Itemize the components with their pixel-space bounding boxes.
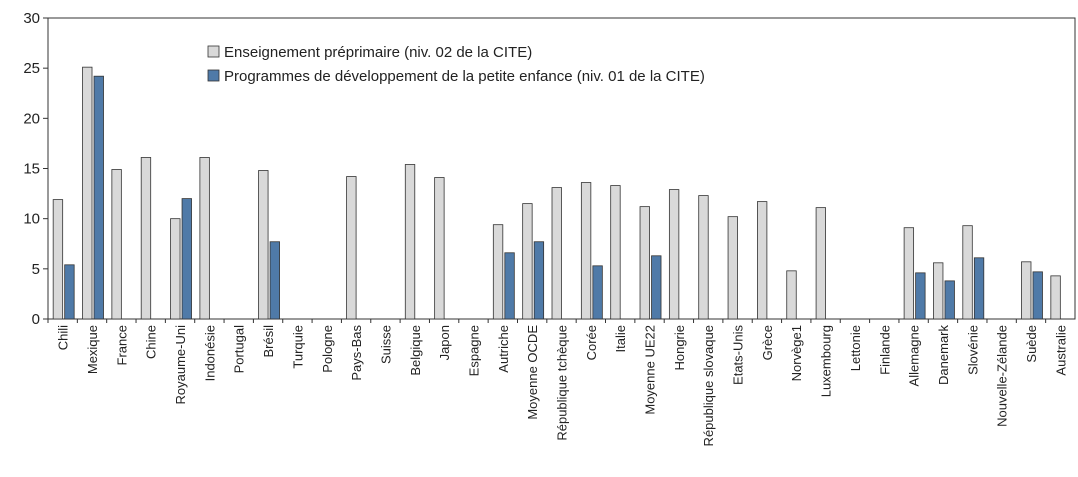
x-tick-label: Espagne — [466, 325, 481, 376]
legend-label: Enseignement préprimaire (niv. 02 de la … — [224, 44, 532, 61]
bar — [504, 252, 515, 320]
bar — [533, 241, 545, 320]
x-tick-label: Danemark — [936, 325, 951, 385]
bar — [757, 201, 768, 320]
bar — [944, 280, 955, 320]
bar — [52, 199, 64, 320]
bar — [269, 241, 280, 320]
y-tick-label: 5 — [32, 261, 40, 278]
x-tick-label: Autriche — [496, 325, 511, 373]
bar — [1021, 261, 1032, 320]
x-tick-label: Italie — [613, 325, 628, 352]
x-tick-label: Chili — [56, 325, 71, 350]
bar — [639, 206, 650, 320]
bar — [815, 207, 826, 320]
bar — [786, 270, 797, 320]
x-tick-label: Japon — [437, 325, 452, 360]
bar — [404, 164, 416, 320]
y-tick-label: 25 — [23, 60, 40, 77]
x-tick-label: Hongrie — [672, 325, 687, 371]
bar — [181, 198, 192, 320]
bar — [434, 177, 445, 320]
legend-label: Programmes de développement de la petite… — [224, 68, 705, 85]
x-tick-label: Belgique — [408, 325, 423, 376]
bar — [1032, 271, 1043, 320]
x-tick-label: Suisse — [378, 325, 393, 364]
bar — [82, 66, 93, 320]
bar — [64, 264, 75, 320]
y-tick-label: 15 — [23, 161, 40, 178]
y-tick-label: 30 — [23, 10, 40, 27]
y-tick-label: 0 — [32, 311, 40, 328]
y-tick-label: 20 — [23, 110, 40, 127]
bar — [651, 255, 662, 320]
x-tick-label: Corée — [584, 325, 599, 360]
y-tick-label: 10 — [23, 211, 40, 228]
bar — [727, 216, 738, 320]
bar — [973, 257, 985, 320]
x-tick-label: Lettonie — [848, 325, 863, 371]
x-tick-label: Turquie — [290, 325, 305, 369]
x-tick-label: Moyenne OCDE — [525, 325, 540, 420]
x-tick-label: Luxembourg — [819, 325, 834, 397]
x-tick-label: Pays-Bas — [349, 325, 364, 381]
x-tick-label: Suède — [1024, 325, 1039, 363]
x-tick-label: Finlande — [877, 325, 892, 375]
x-tick-label: Royaume-Uni — [173, 325, 188, 405]
x-tick-label: Slovénie — [965, 325, 980, 375]
x-tick-label: République slovaque — [701, 325, 716, 446]
x-tick-label: France — [114, 325, 129, 365]
bar — [915, 272, 926, 320]
x-tick-label: Brésil — [261, 325, 276, 358]
legend-swatch — [207, 69, 220, 82]
bar — [962, 225, 973, 320]
legend-swatch — [207, 45, 220, 58]
x-tick-label: Allemagne — [907, 325, 922, 386]
x-tick-label: Chine — [144, 325, 159, 359]
x-tick-label: Pologne — [320, 325, 335, 373]
bar — [140, 157, 152, 320]
bar — [903, 227, 915, 320]
bar — [610, 185, 621, 320]
x-tick-label: Nouvelle-Zélande — [995, 325, 1010, 427]
bar — [698, 195, 709, 320]
bar — [170, 218, 181, 320]
bar — [111, 169, 122, 320]
bar — [492, 224, 504, 320]
bar — [258, 170, 269, 320]
bar — [580, 182, 592, 320]
x-tick-label: Portugal — [232, 325, 247, 374]
x-tick-label: Indonésie — [202, 325, 217, 381]
bar — [933, 262, 944, 320]
x-tick-label: Moyenne UE22 — [643, 325, 658, 415]
x-tick-label: Etats-Unis — [731, 325, 746, 385]
x-tick-label: Mexique — [85, 325, 100, 374]
bar — [522, 203, 533, 320]
x-tick-label: Norvège1 — [789, 325, 804, 381]
bar — [199, 157, 210, 320]
bar — [93, 75, 104, 320]
bar — [1050, 275, 1061, 320]
x-tick-label: République tchèque — [555, 325, 570, 441]
x-tick-label: Grèce — [760, 325, 775, 360]
bar — [668, 189, 680, 320]
bar — [592, 265, 603, 320]
bar — [346, 176, 357, 320]
x-tick-label: Australie — [1053, 325, 1068, 376]
bar — [551, 187, 562, 320]
